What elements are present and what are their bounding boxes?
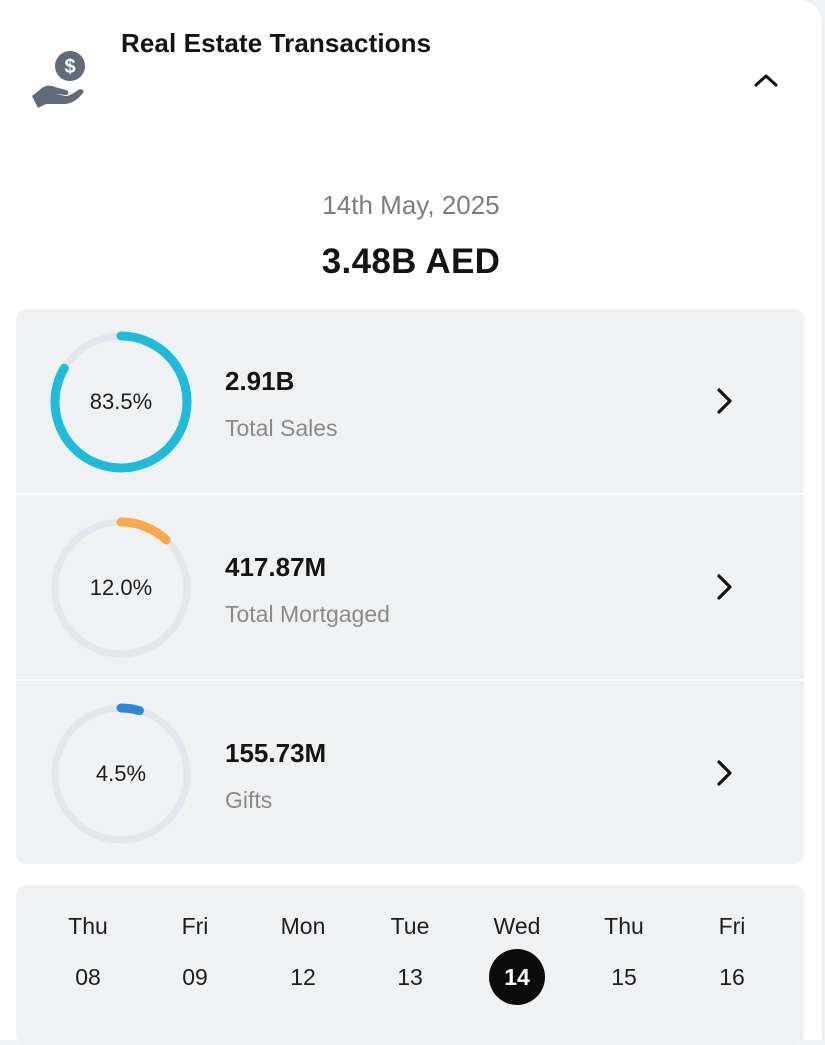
day-item[interactable]: Fri 09 [155, 905, 235, 1015]
day-item-selected[interactable]: Wed 14 [477, 905, 557, 1015]
chevron-right-icon [717, 574, 732, 600]
day-number: 13 [397, 964, 423, 990]
chevron-right-icon [717, 760, 732, 786]
row-divider [16, 493, 804, 495]
metric-value: 155.73M [225, 738, 327, 768]
metrics-panel: 83.5% 2.91B Total Sales 12.0% 417.87M To… [16, 309, 804, 864]
day-name: Fri [181, 913, 209, 939]
day-number: 14 [489, 949, 545, 1005]
summary-total: 3.48B AED [321, 242, 501, 281]
day-name: Thu [68, 913, 108, 939]
ring-percent-label: 4.5% [95, 761, 147, 786]
day-name: Tue [390, 913, 430, 939]
day-name: Wed [493, 913, 541, 939]
day-number: 15 [611, 964, 637, 990]
chevron-up-icon [754, 74, 778, 87]
day-item[interactable]: Tue 13 [370, 905, 450, 1015]
svg-text:$: $ [64, 56, 75, 78]
metric-value: 2.91B [225, 366, 295, 396]
ring-percent-label: 83.5% [89, 389, 153, 414]
day-item[interactable]: Thu 08 [48, 905, 128, 1015]
metric-row-total-mortgaged[interactable]: 12.0% 417.87M Total Mortgaged [16, 495, 804, 679]
metric-row-gifts[interactable]: 4.5% 155.73M Gifts [16, 681, 804, 864]
ring-progress [50, 331, 192, 473]
progress-ring [50, 517, 192, 659]
day-name: Fri [718, 913, 746, 939]
metric-label: Total Mortgaged [225, 601, 390, 627]
progress-ring [50, 331, 192, 473]
day-item[interactable]: Fri 16 [692, 905, 772, 1015]
row-divider [16, 679, 804, 681]
metric-label: Gifts [225, 787, 273, 813]
day-number: 12 [290, 964, 316, 990]
progress-ring [50, 703, 192, 845]
day-number: 09 [182, 964, 208, 990]
chevron-right-icon [717, 388, 732, 414]
summary-date: 14th May, 2025 [322, 190, 500, 220]
metric-value: 417.87M [225, 552, 327, 582]
date-selector: Thu 08 Fri 09 Mon 12 Tue 13 Wed 14 Thu 1… [16, 885, 804, 1045]
card-title: Real Estate Transactions [121, 28, 432, 58]
ring-progress [50, 517, 192, 659]
ring-percent-label: 12.0% [89, 575, 153, 600]
metric-label: Total Sales [225, 415, 338, 441]
day-item[interactable]: Mon 12 [263, 905, 343, 1015]
day-item[interactable]: Thu 15 [584, 905, 664, 1015]
metric-row-total-sales[interactable]: 83.5% 2.91B Total Sales [16, 309, 804, 493]
day-number: 08 [75, 964, 101, 990]
day-number: 16 [719, 964, 745, 990]
day-name: Mon [280, 913, 326, 939]
day-name: Thu [604, 913, 644, 939]
ring-progress [50, 703, 192, 845]
hand-dollar-icon: $ [32, 51, 85, 108]
collapse-button[interactable] [746, 60, 786, 100]
card-header: $ Real Estate Transactions [0, 0, 822, 140]
